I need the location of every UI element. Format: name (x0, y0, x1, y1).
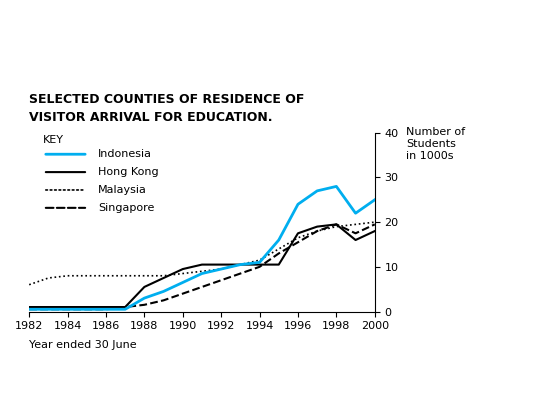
Text: Singapore: Singapore (98, 203, 155, 213)
Text: Number of
Students
in 1000s: Number of Students in 1000s (406, 127, 465, 161)
Text: Indonesia: Indonesia (98, 149, 152, 159)
Text: Year ended 30 June: Year ended 30 June (29, 340, 137, 350)
Text: VISITOR ARRIVAL FOR EDUCATION.: VISITOR ARRIVAL FOR EDUCATION. (29, 112, 273, 125)
Text: SELECTED COUNTIES OF RESIDENCE OF: SELECTED COUNTIES OF RESIDENCE OF (29, 94, 305, 107)
Text: Hong Kong: Hong Kong (98, 167, 159, 177)
Text: KEY: KEY (43, 135, 64, 144)
Text: Malaysia: Malaysia (98, 185, 147, 195)
